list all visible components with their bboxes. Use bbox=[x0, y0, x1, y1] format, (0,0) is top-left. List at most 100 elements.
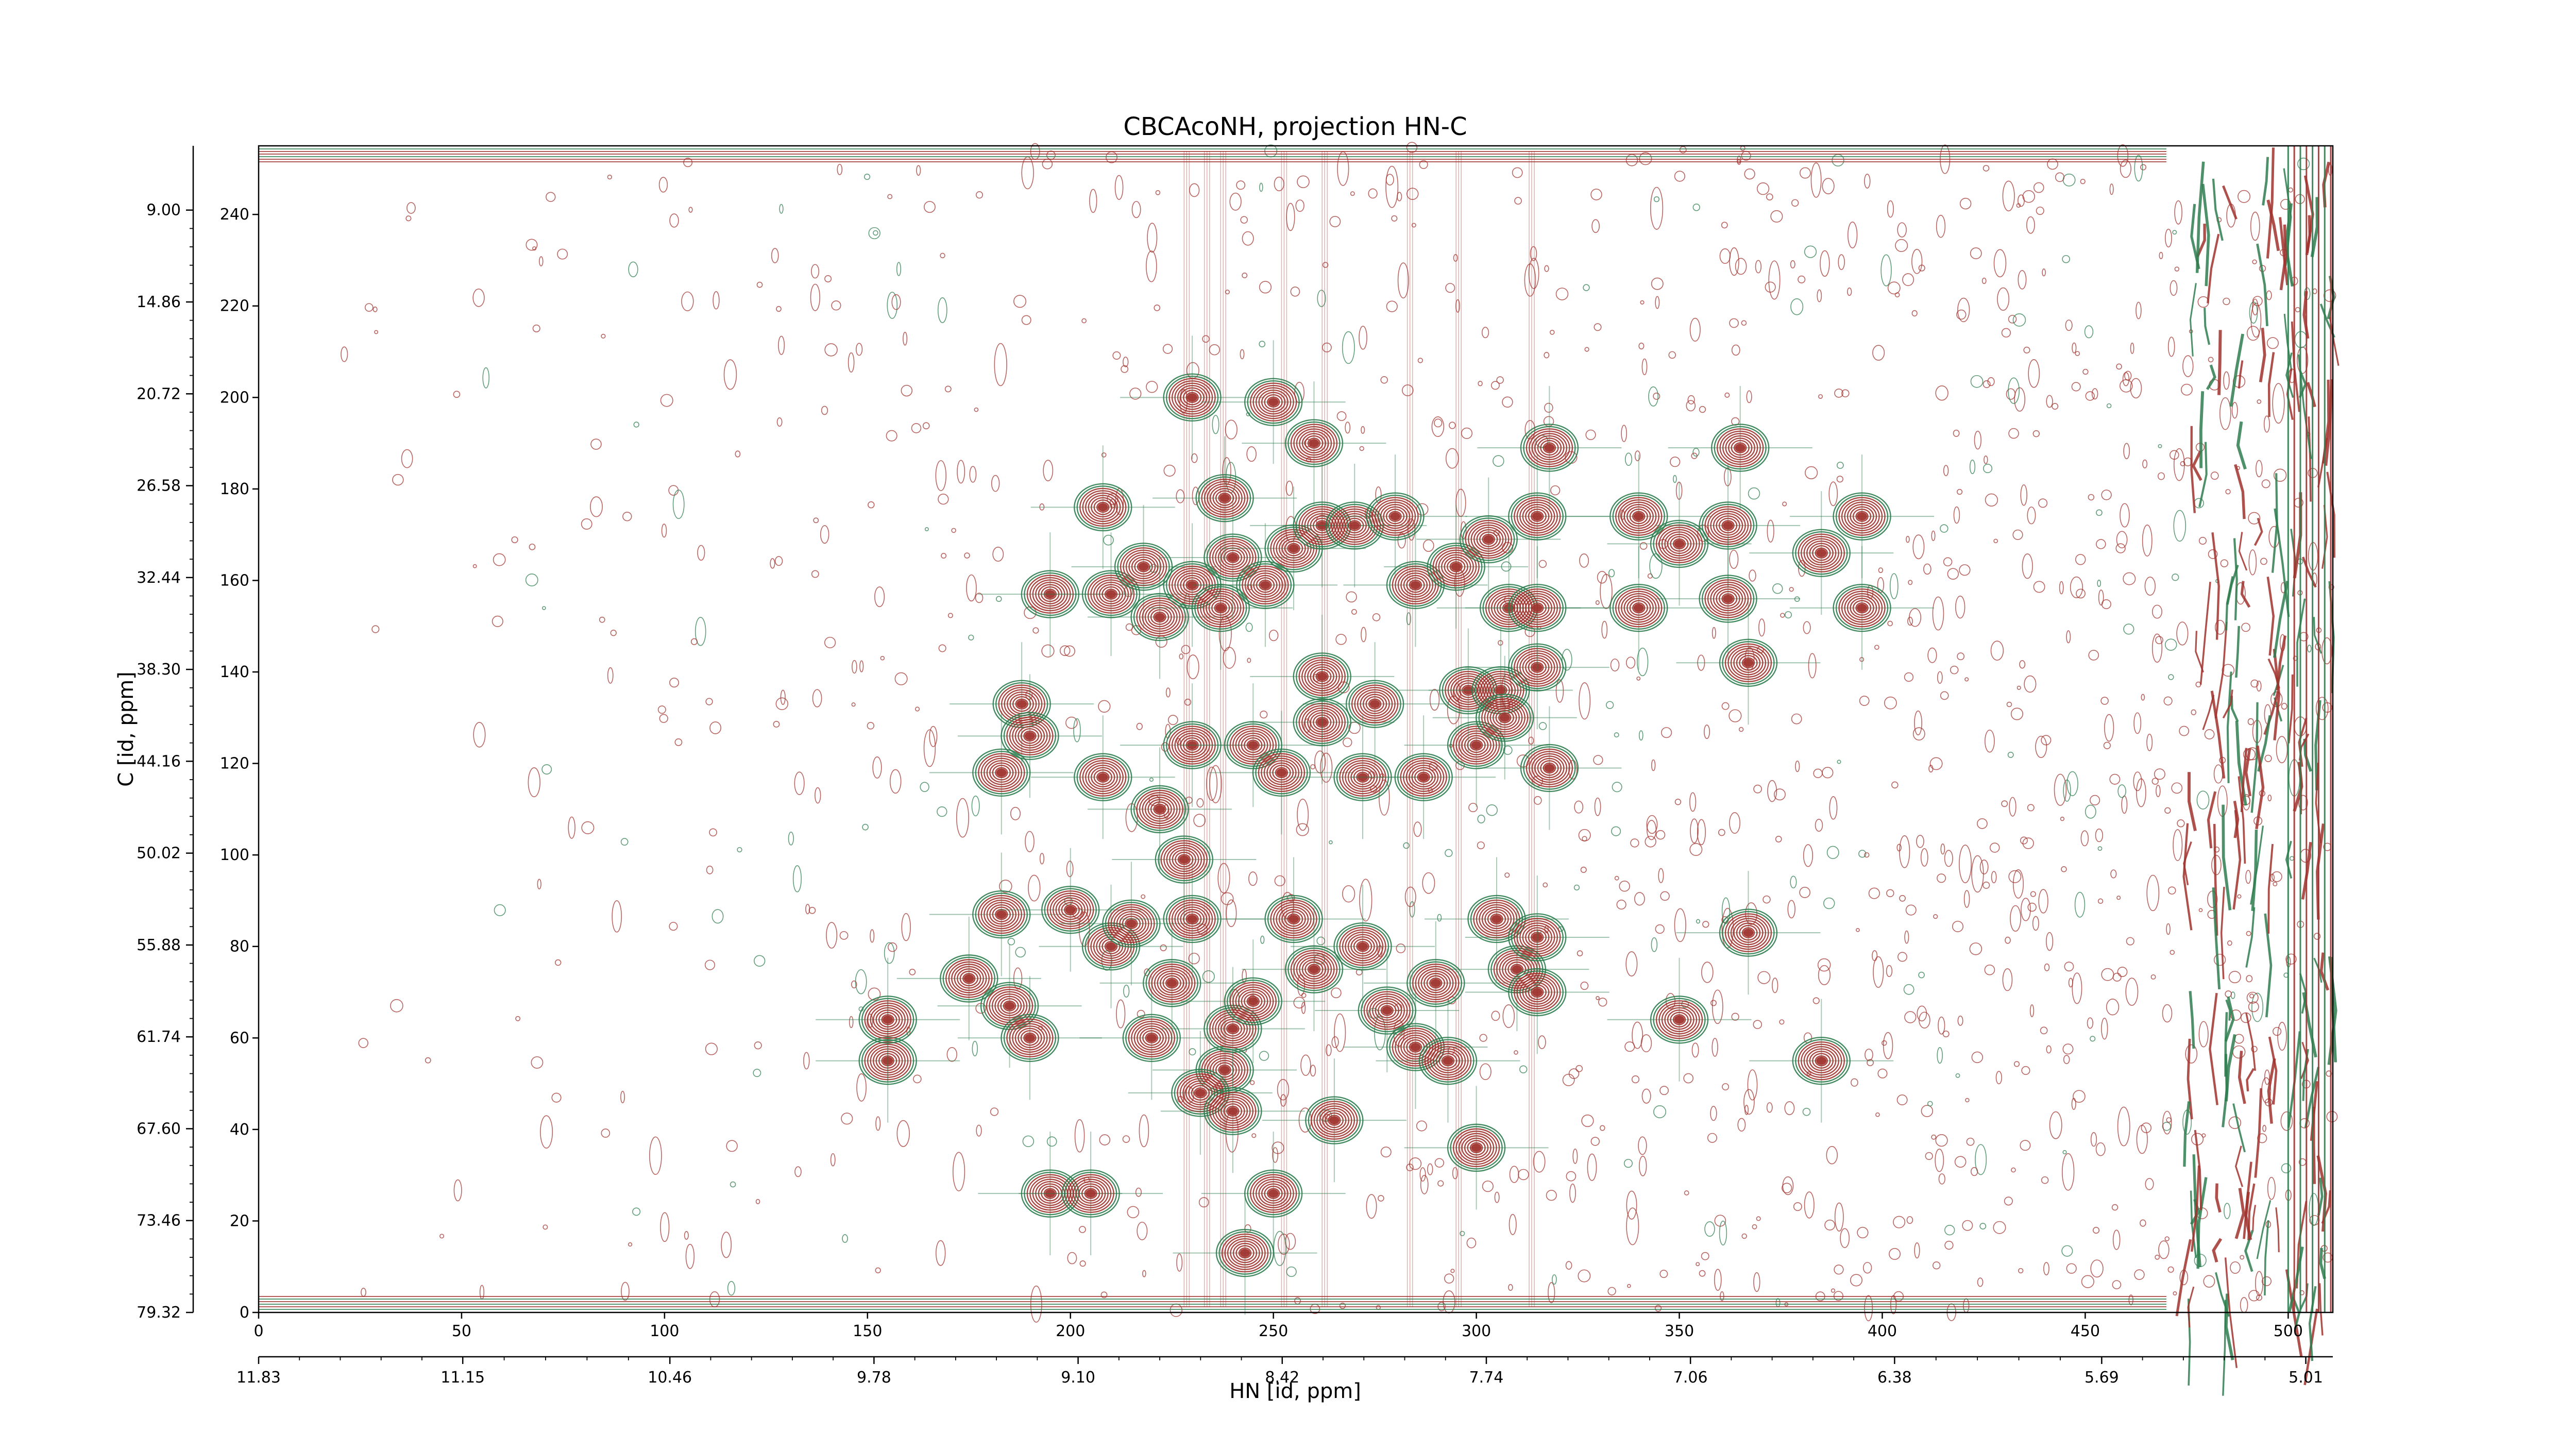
peak bbox=[1323, 454, 1468, 579]
peak bbox=[1222, 857, 1366, 981]
peak bbox=[1656, 536, 1801, 661]
peak bbox=[1173, 1191, 1317, 1315]
x-ppm-tick-label: 9.10 bbox=[1061, 1369, 1095, 1387]
peak bbox=[929, 711, 1074, 835]
x-ppm-tick-label: 5.01 bbox=[2289, 1369, 2323, 1387]
peak bbox=[1059, 862, 1204, 986]
peak bbox=[1148, 546, 1293, 670]
peak bbox=[816, 957, 960, 1082]
peak bbox=[1099, 921, 1244, 1045]
y-ppm-tick-label: 55.88 bbox=[137, 936, 181, 954]
peak bbox=[1465, 454, 1609, 579]
y-ppm-tick-label: 32.44 bbox=[137, 569, 181, 587]
y-tick-label: 60 bbox=[230, 1029, 249, 1047]
x-ppm-tick-label: 5.69 bbox=[2084, 1369, 2119, 1387]
peak bbox=[1181, 683, 1326, 807]
peak bbox=[1566, 454, 1711, 579]
x-tick-label: 0 bbox=[253, 1322, 263, 1340]
y-tick-label: 120 bbox=[220, 755, 249, 773]
x-ppm-tick-label: 11.83 bbox=[236, 1369, 281, 1387]
x-axis-points: 0 50 100 150 200 250 300 350 400 450 500 bbox=[253, 1312, 2303, 1340]
peak bbox=[1030, 715, 1175, 839]
y-tick-label: 240 bbox=[220, 206, 249, 224]
x-tick-label: 500 bbox=[2274, 1322, 2303, 1340]
x-ppm-tick-label: 11.15 bbox=[440, 1369, 485, 1387]
peak bbox=[1676, 871, 1821, 995]
peak bbox=[1201, 1132, 1346, 1256]
peak bbox=[1120, 335, 1265, 460]
peak bbox=[1668, 385, 1812, 510]
peak bbox=[1656, 463, 1801, 587]
peak bbox=[929, 852, 1074, 976]
peak bbox=[1351, 715, 1496, 839]
peak bbox=[1160, 1049, 1305, 1173]
peak bbox=[1039, 532, 1183, 656]
x-tick-label: 300 bbox=[1462, 1322, 1491, 1340]
y-axis-points: 0 20 40 60 80 100 120 140 160 180 200 220 240 bbox=[220, 206, 259, 1322]
peak bbox=[957, 976, 1102, 1100]
peak bbox=[1242, 381, 1386, 506]
peak bbox=[1607, 482, 1752, 606]
x-tick-label: 250 bbox=[1259, 1322, 1288, 1340]
y-tick-label: 100 bbox=[220, 846, 249, 864]
x-ppm-tick-label: 9.78 bbox=[857, 1369, 891, 1387]
y-ppm-tick-label: 38.30 bbox=[137, 661, 181, 679]
peak bbox=[1749, 999, 1894, 1123]
x-tick-label: 150 bbox=[853, 1322, 882, 1340]
y-tick-label: 200 bbox=[220, 389, 249, 407]
peak bbox=[1153, 436, 1297, 560]
x-ppm-tick-label: 7.06 bbox=[1673, 1369, 1708, 1387]
peak bbox=[1676, 601, 1821, 725]
x-axis-ppm: 11.83 11.15 10.46 9.78 9.10 8.42 7.74 7.06 6.38 5… bbox=[236, 1356, 2333, 1387]
y-ppm-tick-label: 79.32 bbox=[137, 1304, 181, 1322]
peak bbox=[896, 916, 1041, 1040]
x-tick-label: 50 bbox=[452, 1322, 471, 1340]
y-ppm-tick-label: 61.74 bbox=[137, 1028, 181, 1046]
peak bbox=[1019, 1132, 1163, 1256]
y-tick-label: 40 bbox=[230, 1121, 249, 1139]
y-tick-label: 160 bbox=[220, 571, 249, 589]
peak bbox=[1404, 683, 1549, 807]
y-ppm-tick-label: 44.16 bbox=[137, 752, 181, 770]
y-tick-label: 20 bbox=[230, 1212, 249, 1230]
peak bbox=[1088, 555, 1232, 679]
y-tick-label: 180 bbox=[220, 480, 249, 498]
peak bbox=[1477, 706, 1622, 830]
peak bbox=[1432, 655, 1577, 780]
peak bbox=[1790, 546, 1935, 670]
peak bbox=[978, 532, 1123, 656]
x-tick-label: 350 bbox=[1665, 1322, 1694, 1340]
peak bbox=[1120, 683, 1265, 807]
peak bbox=[1465, 930, 1609, 1054]
peak bbox=[957, 674, 1102, 798]
peak bbox=[1416, 477, 1561, 601]
x-ppm-tick-label: 7.74 bbox=[1469, 1369, 1504, 1387]
y-ppm-tick-label: 26.58 bbox=[137, 477, 181, 495]
peak bbox=[1566, 546, 1711, 670]
noise-contours bbox=[341, 142, 2338, 1323]
artifact-contours bbox=[259, 146, 2340, 1396]
peak bbox=[1181, 939, 1326, 1064]
plot-area bbox=[258, 142, 2340, 1396]
peak bbox=[998, 848, 1143, 972]
y-ppm-tick-label: 9.00 bbox=[146, 201, 181, 220]
peak bbox=[1477, 385, 1622, 510]
y-tick-label: 220 bbox=[220, 297, 249, 315]
x-ppm-tick-label: 8.42 bbox=[1265, 1369, 1299, 1387]
y-tick-label: 80 bbox=[230, 938, 249, 956]
y-tick-label: 0 bbox=[240, 1304, 249, 1322]
peak bbox=[1302, 642, 1447, 766]
peak bbox=[1290, 715, 1435, 839]
peak bbox=[1749, 491, 1894, 615]
peak bbox=[1404, 1086, 1549, 1210]
y-tick-label: 140 bbox=[220, 663, 249, 681]
y-ppm-tick-label: 73.46 bbox=[137, 1212, 181, 1230]
peak bbox=[1343, 985, 1488, 1109]
y-axis-label: C [id, ppm] bbox=[114, 671, 138, 787]
y-axis-ppm: 79.32 73.46 67.60 61.74 55.88 50.02 44.16 38.30… bbox=[137, 146, 194, 1322]
x-tick-label: 400 bbox=[1868, 1322, 1897, 1340]
peak-contours bbox=[816, 335, 1935, 1315]
peak bbox=[1030, 445, 1175, 569]
x-tick-label: 100 bbox=[650, 1322, 679, 1340]
